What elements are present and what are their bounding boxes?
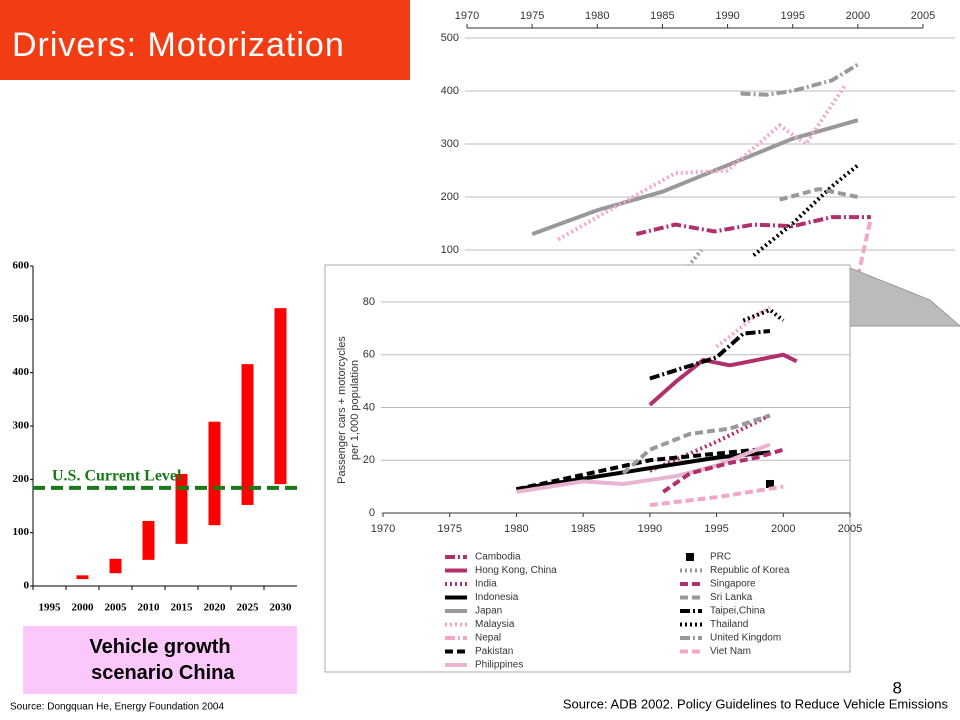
x-tick-label: 2010 bbox=[138, 602, 161, 614]
y-tick-label: 0 bbox=[369, 507, 375, 519]
x-tick-label: 2000 bbox=[846, 10, 870, 22]
caption-box bbox=[23, 626, 297, 694]
x-tick-label: 2015 bbox=[171, 602, 194, 614]
x-tick-label: 1970 bbox=[371, 523, 395, 535]
y-tick-label: 80 bbox=[363, 296, 375, 308]
series-line bbox=[531, 118, 859, 236]
y-axis-label: per 1,000 population bbox=[349, 360, 361, 460]
bar bbox=[142, 520, 155, 560]
point bbox=[765, 479, 774, 488]
page-number: 8 bbox=[893, 678, 902, 697]
legend-label: Singapore bbox=[710, 579, 756, 590]
legend-label: Taipei,China bbox=[710, 606, 765, 617]
bar bbox=[208, 421, 221, 526]
bar bbox=[241, 364, 254, 505]
title-box bbox=[0, 0, 410, 80]
x-tick-label: 1985 bbox=[650, 10, 674, 22]
x-tick-label: 1985 bbox=[571, 523, 595, 535]
legend-label: Cambodia bbox=[475, 552, 521, 563]
series-line bbox=[635, 215, 871, 237]
series-line bbox=[648, 352, 798, 407]
legend-label: India bbox=[475, 579, 497, 590]
legend-label: Philippines bbox=[475, 660, 523, 671]
top-chart: 100 200 300 400 500 1970 1975 1980 1985 1990 1995 2… bbox=[441, 10, 955, 284]
y-tick-label: 300 bbox=[13, 420, 30, 432]
y-tick-label: 60 bbox=[363, 349, 375, 361]
y-tick-label: 200 bbox=[13, 473, 30, 485]
legend-label: Republic of Korea bbox=[710, 565, 790, 576]
legend-label: Malaysia bbox=[475, 619, 515, 630]
series-line bbox=[662, 447, 784, 494]
y-tick-label: 300 bbox=[441, 138, 459, 150]
series-line bbox=[621, 413, 771, 475]
y-tick-label: 40 bbox=[363, 401, 375, 413]
legend-label: Hong Kong, China bbox=[475, 565, 557, 576]
series-line bbox=[779, 186, 859, 202]
caption: Vehicle growth scenario China bbox=[86, 636, 236, 684]
x-tick-label: 1975 bbox=[520, 10, 544, 22]
x-tick-label: 1975 bbox=[437, 523, 461, 535]
x-tick-label: 2030 bbox=[270, 602, 293, 614]
x-tick-label: 1980 bbox=[585, 10, 609, 22]
legend-label: Indonesia bbox=[475, 592, 519, 603]
legend-label: Sri Lanka bbox=[710, 592, 753, 603]
y-tick-label: 0 bbox=[24, 580, 30, 592]
x-tick-label: 2005 bbox=[838, 523, 862, 535]
y-tick-label: 600 bbox=[13, 260, 30, 272]
x-tick-label: 2020 bbox=[204, 602, 227, 614]
y-axis-label: Passenger cars + motorcycles bbox=[336, 336, 348, 484]
x-tick-label: 1990 bbox=[715, 10, 739, 22]
legend-label: Thailand bbox=[710, 619, 748, 630]
x-tick-label: 2000 bbox=[771, 523, 795, 535]
bar bbox=[109, 558, 122, 574]
bar bbox=[175, 474, 188, 544]
legend-label: United Kingdom bbox=[710, 633, 781, 644]
series-line bbox=[715, 305, 771, 349]
x-tick-label: 1970 bbox=[455, 10, 479, 22]
x-tick-label: 1980 bbox=[504, 523, 528, 535]
series-line bbox=[742, 307, 785, 323]
x-tick-label: 2000 bbox=[72, 602, 95, 614]
lower-chart: 0 20 40 60 80 1970 1975 1980 1985 1990 1995 2000 200… bbox=[336, 296, 862, 671]
y-tick-label: 100 bbox=[441, 244, 459, 256]
source-right: Source: ADB 2002. Policy Guidelines to R… bbox=[563, 696, 949, 711]
x-tick-label: 1995 bbox=[704, 523, 728, 535]
bar bbox=[274, 308, 287, 485]
legend-label: Pakistan bbox=[475, 646, 513, 657]
x-tick-label: 2005 bbox=[105, 602, 128, 614]
series-line bbox=[740, 62, 859, 97]
x-tick-label: 2005 bbox=[911, 10, 935, 22]
reference-label: U.S. Current Level bbox=[52, 468, 182, 485]
y-tick-label: 200 bbox=[441, 191, 459, 203]
series-line bbox=[557, 84, 847, 242]
bar bbox=[76, 575, 89, 580]
legend-label: PRC bbox=[710, 552, 731, 563]
legend-label: Viet Nam bbox=[710, 646, 751, 657]
x-tick-label: 1995 bbox=[780, 10, 804, 22]
legend-swatch bbox=[686, 553, 694, 561]
x-tick-label: 2025 bbox=[237, 602, 260, 614]
y-tick-label: 100 bbox=[13, 526, 30, 538]
y-tick-label: 500 bbox=[13, 313, 30, 325]
legend-label: Japan bbox=[475, 606, 502, 617]
y-tick-label: 20 bbox=[363, 454, 375, 466]
lower-panel bbox=[324, 264, 851, 673]
x-tick-label: 1990 bbox=[638, 523, 662, 535]
x-tick-label: 1995 bbox=[39, 602, 62, 614]
source-left: Source: Dongquan He, Energy Foundation 2… bbox=[10, 702, 224, 713]
series-line bbox=[855, 217, 873, 277]
y-tick-label: 500 bbox=[441, 32, 459, 44]
series-line bbox=[752, 163, 860, 257]
series-line bbox=[516, 442, 771, 494]
slide-title: Drivers: Motorization bbox=[12, 26, 345, 64]
series-line bbox=[649, 484, 784, 508]
y-tick-label: 400 bbox=[441, 85, 459, 97]
legend-label: Nepal bbox=[475, 633, 501, 644]
y-tick-label: 400 bbox=[13, 366, 30, 378]
left-chart: 0 100 200 300 400 500 600 1995 2000 2005 2010 2015 2… bbox=[13, 260, 297, 614]
series-line bbox=[516, 447, 757, 492]
